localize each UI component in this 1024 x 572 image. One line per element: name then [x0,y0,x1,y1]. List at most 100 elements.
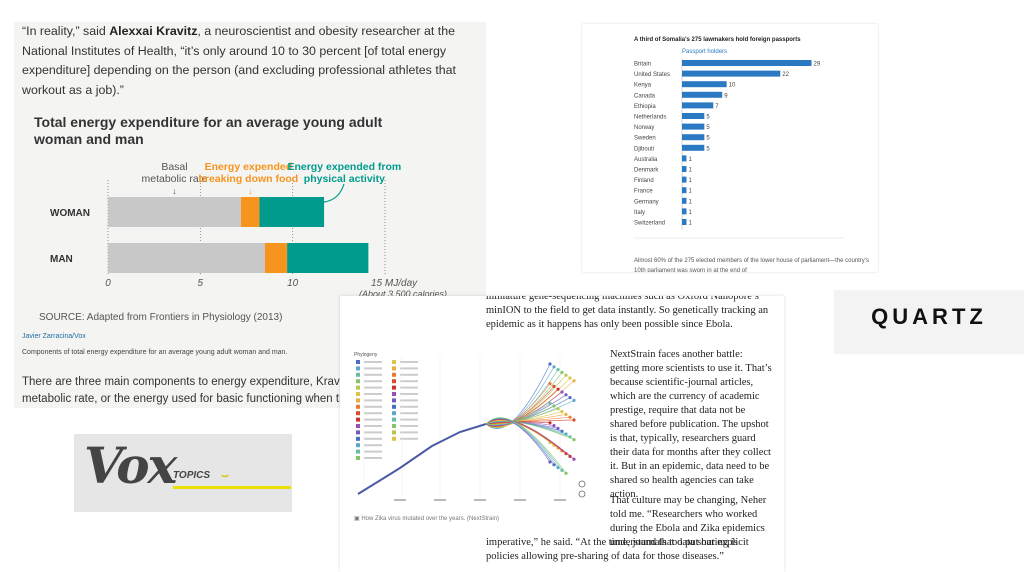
passport-bar [682,123,705,130]
passport-bar [682,219,687,225]
tree-tip [556,407,560,411]
passport-bar [682,91,723,98]
legend-swatch [356,430,360,435]
x-axis-tick-mark [514,499,526,501]
legend-swatch [392,411,396,416]
legend-text-line [364,450,382,453]
nextstrain-right-paragraph-2: That culture may be changing, Neher told… [610,495,767,548]
legend-swatch [392,366,396,371]
nextstrain-article-panel: Phylogeny miniature gene-sequencing mach… [340,296,784,572]
passport-bar [682,113,705,119]
tree-tip [564,373,568,377]
tree-tip [564,393,568,397]
legend-text-line [364,367,382,370]
tree-tip [564,471,568,475]
passport-bar [682,166,687,172]
x-axis-tick-mark [434,499,446,501]
tree-tip [556,368,560,372]
legend-label: Energy expended from [287,161,401,173]
value-label: 9 [724,93,728,99]
passport-bar [682,187,687,194]
tree-tip [572,457,576,461]
legend-swatch [356,379,360,384]
legend-text-line [364,393,382,395]
country-label: Netherlands [634,115,666,121]
tree-tip [568,396,572,400]
tree-branch [485,418,575,460]
legend-text-line [400,399,418,402]
legend-swatch [392,360,396,364]
legend-label: physical activity [304,173,385,185]
body-line: There are three main components to energ… [22,376,361,388]
quote-line: National Institutes of Health, “it’s onl… [22,43,447,58]
x-tick-label: 5 [198,278,204,289]
legend-text-line [364,431,382,434]
quote-name[interactable]: Alexxai Kravitz [109,24,198,38]
legend-swatch [356,392,360,396]
tree-tip [548,421,552,425]
legend-swatch [392,392,396,396]
legend-swatch [392,430,396,435]
tree-tip [548,382,552,386]
tree-tip [560,468,564,472]
chart-credit-link[interactable]: Javier Zarracina/Vox [22,333,86,340]
tree-tip [556,387,560,391]
energy-chart-title: Total energy expenditure for an average … [34,114,383,147]
legend-text-line [364,405,382,408]
tree-tip [560,429,564,433]
legend-swatch [356,398,360,403]
tree-tip [564,412,568,416]
legend-text-line [364,425,382,427]
legend-label: Basal [161,161,187,173]
x-max-sublabel: (About 3,500 calories) [359,289,447,299]
country-label: Canada [634,93,656,99]
legend-text-line [400,412,418,415]
tree-tip [552,404,556,408]
tree-tip [552,424,556,428]
energy-bar-segment [264,243,288,273]
topics-label: TOPICS [173,470,211,481]
country-label: Denmark [634,168,659,174]
country-label: United States [634,72,670,78]
legend-text-line [400,418,418,421]
legend-text-line [400,405,418,408]
passport-bar [682,144,705,151]
country-label: Kenya [634,83,652,89]
quote-line: “In reality,” said [22,24,106,38]
legend-swatch [356,404,360,409]
somalia-series-label: Passport holders [682,49,728,55]
passport-bar [682,197,687,204]
tree-trunk [357,423,487,495]
legend-text-line [400,367,418,370]
tree-branch [485,417,567,474]
x-axis-tick-mark [394,499,406,501]
quote-line: expenditure] depending on the person (an… [22,63,456,77]
energy-bar-segment [259,197,325,227]
legend-text-line [364,373,382,376]
legend-text-line [400,386,418,389]
legend-label: Energy expended [205,161,293,173]
country-label: Switzerland [634,221,665,227]
value-label: 5 [706,115,710,121]
nextstrain-bottom-paragraph: imperative,” he said. “At the time, jour… [486,537,749,562]
tree-tip [560,410,564,414]
legend-swatch [356,449,360,454]
value-label: 1 [688,178,692,184]
value-label: 1 [688,168,692,174]
value-label: 1 [688,157,692,163]
legend-swatch [356,366,360,371]
legend-label: breaking down food [198,173,298,185]
legend-swatch [392,372,396,377]
x-axis-tick-mark [554,499,566,501]
country-label: Djibouti [634,146,654,152]
legend-text-line [364,380,382,383]
tree-tip [572,418,576,422]
phylogeny-legend-title: Phylogeny [354,352,378,358]
value-label: 1 [688,189,692,195]
value-label: 5 [706,136,710,142]
nextstrain-top-paragraph: miniature gene-sequencing machines such … [486,296,769,330]
legend-swatch [392,404,396,409]
value-label: 1 [688,221,692,227]
legend-text-line [400,425,418,427]
tree-tip [548,362,552,366]
